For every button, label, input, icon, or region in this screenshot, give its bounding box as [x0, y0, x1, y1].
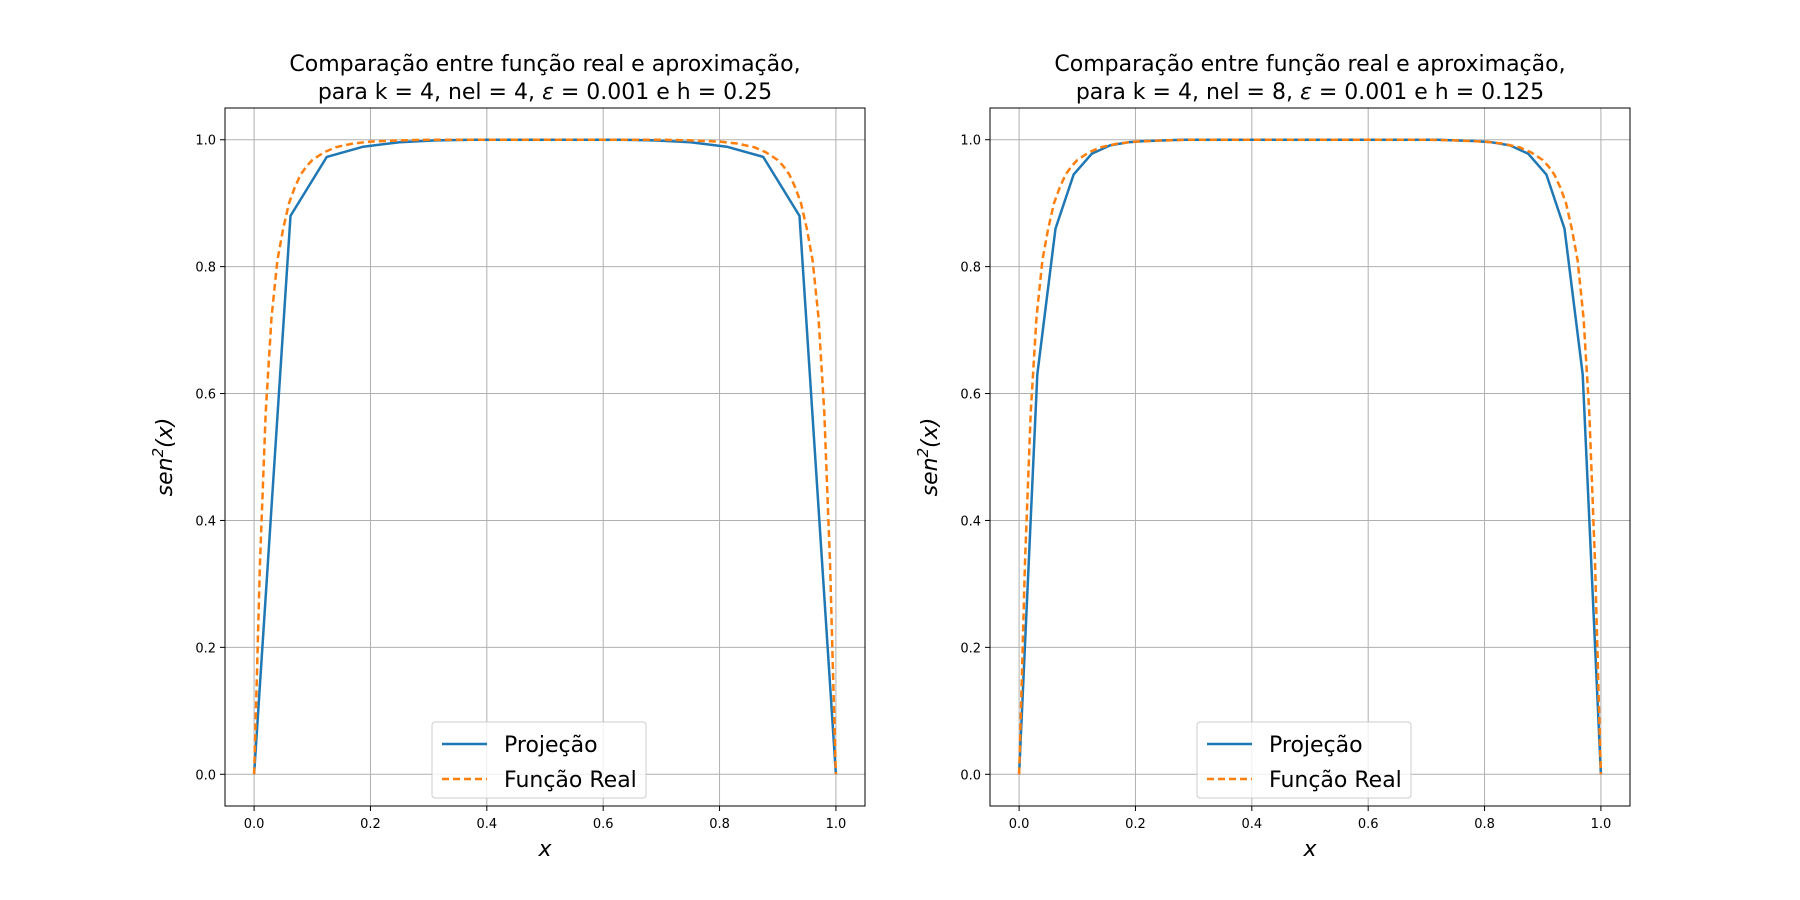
right-x-tick-label: 0.8: [1474, 817, 1495, 832]
left-chart-title-line1: Comparação entre função real e aproximaç…: [289, 52, 800, 77]
left-y-tick-label: 0.8: [195, 261, 216, 276]
right-y-tick-label: 0.0: [960, 768, 981, 783]
right-chart-ticks: 0.0 0.2 0.4 0.6 0.8 1.0 0.0 0.2 0.4 0.6 0.8 1.0: [960, 134, 1611, 832]
right-legend-label-projecao: Projeção: [1269, 733, 1363, 758]
left-chart-title-line2: para k = 4, nel = 4, ε = 0.001 e h = 0.2…: [318, 80, 772, 105]
left-y-tick-label: 1.0: [195, 134, 216, 149]
left-x-tick-label: 1.0: [826, 817, 847, 832]
right-y-tick-label: 0.8: [960, 261, 981, 276]
left-chart-series: [252, 138, 838, 775]
left-chart-grid: [225, 108, 865, 806]
left-plot-frame: [224, 107, 866, 807]
right-y-tick-label: 0.4: [960, 514, 981, 529]
right-y-tick-label: 0.6: [960, 388, 981, 403]
left-series-funcao-real-line: [252, 138, 838, 775]
right-chart-panel: 0.0 0.2 0.4 0.6 0.8 1.0 0.0 0.2 0.4 0.6 0.8 1.0 Com…: [914, 52, 1631, 862]
left-chart-ticks: 0.0 0.2 0.4 0.6 0.8 1.0 0.0 0.2 0.4 0.6 0.8 1.0: [195, 134, 846, 832]
right-x-tick-label: 1.0: [1591, 817, 1612, 832]
right-series-funcao-real-line: [1017, 138, 1603, 775]
right-chart-grid: [990, 108, 1630, 806]
left-y-tick-label: 0.4: [195, 514, 216, 529]
left-y-tick-label: 0.6: [195, 388, 216, 403]
right-y-tick-label: 0.2: [960, 641, 981, 656]
right-chart-title-line2: para k = 4, nel = 8, ε = 0.001 e h = 0.1…: [1076, 80, 1544, 105]
right-chart-title-line1: Comparação entre função real e aproximaç…: [1054, 52, 1565, 77]
right-plot-frame: [989, 107, 1631, 807]
left-x-tick-label: 0.8: [709, 817, 730, 832]
left-x-tick-label: 0.4: [476, 817, 497, 832]
left-legend-box: [431, 721, 647, 799]
right-legend-box: [1196, 721, 1412, 799]
right-legend-label-funcao-real: Função Real: [1269, 768, 1402, 793]
left-chart-legend: Projeção Função Real: [431, 721, 647, 799]
right-x-tick-label: 0.0: [1009, 817, 1030, 832]
left-x-tick-label: 0.0: [244, 817, 265, 832]
left-chart-panel: 0.0 0.2 0.4 0.6 0.8 1.0 0.0 0.2 0.4 0.6 0.8 1.0 Com…: [149, 52, 866, 862]
left-x-tick-label: 0.2: [360, 817, 381, 832]
left-chart-y-axis-label: sen2(x): [149, 418, 178, 497]
right-chart-series: [1017, 138, 1603, 775]
right-x-tick-label: 0.4: [1241, 817, 1262, 832]
right-chart-legend: Projeção Função Real: [1196, 721, 1412, 799]
left-chart-x-axis-label: x: [537, 837, 552, 862]
left-legend-label-funcao-real: Função Real: [504, 768, 637, 793]
left-legend-label-projecao: Projeção: [504, 733, 598, 758]
right-x-tick-label: 0.6: [1358, 817, 1379, 832]
right-chart-y-axis-label: sen2(x): [914, 418, 943, 497]
right-x-tick-label: 0.2: [1125, 817, 1146, 832]
left-x-tick-label: 0.6: [593, 817, 614, 832]
left-y-tick-label: 0.0: [195, 768, 216, 783]
left-y-tick-label: 0.2: [195, 641, 216, 656]
right-chart-x-axis-label: x: [1302, 837, 1317, 862]
right-y-tick-label: 1.0: [960, 134, 981, 149]
